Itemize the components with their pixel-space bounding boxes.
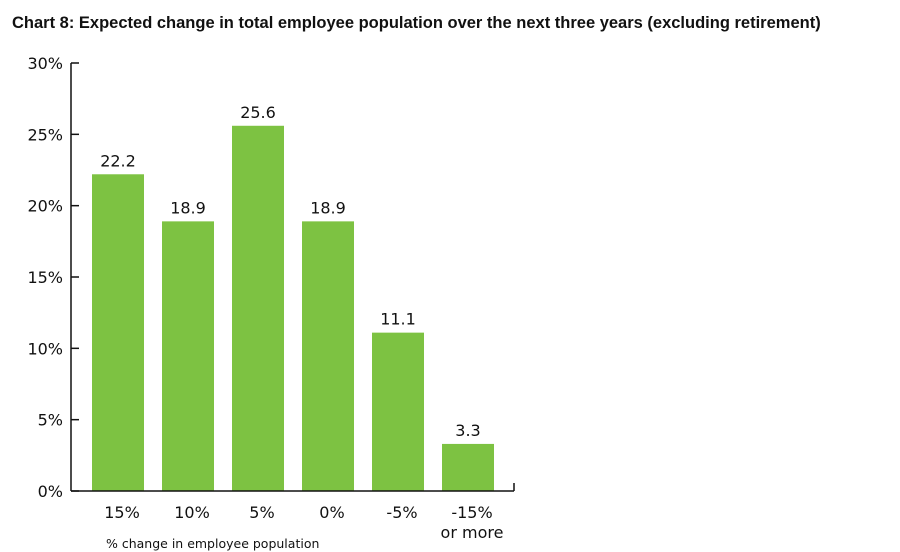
y-tick-label: 5%: [38, 411, 63, 430]
bar-value-label: 22.2: [100, 151, 136, 170]
bar: [372, 332, 424, 491]
bar-value-label: 25.6: [240, 103, 276, 122]
y-tick-label: 25%: [27, 125, 63, 144]
bar: [302, 221, 354, 492]
x-tick-label: 15%: [104, 503, 140, 522]
y-tick-label: 0%: [38, 482, 63, 501]
x-tick-label: 5%: [249, 503, 274, 522]
chart-title: Chart 8: Expected change in total employ…: [12, 14, 821, 32]
y-axis-ticks: 0% 5% 10% 15% 20% 25% 30%: [27, 54, 79, 501]
bar-value-label: 18.9: [310, 198, 346, 217]
y-tick-label: 10%: [27, 339, 63, 358]
bar-value-label: 11.1: [380, 310, 416, 329]
x-tick-label: 10%: [174, 503, 210, 522]
y-tick-label: 20%: [27, 197, 63, 216]
bar: [162, 221, 214, 492]
x-axis-title: % change in employee population: [106, 536, 319, 551]
bar-value-label: 18.9: [170, 198, 206, 217]
bar-value-labels: 22.2 18.9 25.6 18.9 11.1 3.3: [100, 103, 481, 440]
x-tick-label: or more: [441, 523, 504, 542]
x-tick-label: -15%: [451, 503, 492, 522]
bar: [442, 443, 494, 491]
y-tick-label: 30%: [27, 54, 63, 73]
bar: [92, 174, 144, 491]
x-tick-label: -5%: [386, 503, 417, 522]
bar-value-label: 3.3: [455, 421, 480, 440]
bar: [232, 125, 284, 492]
bar-series: [92, 125, 494, 492]
x-tick-label: 0%: [319, 503, 344, 522]
x-axis-tick-labels: 15% 10% 5% 0% -5% -15%or more: [104, 503, 503, 542]
y-tick-label: 15%: [27, 268, 63, 287]
